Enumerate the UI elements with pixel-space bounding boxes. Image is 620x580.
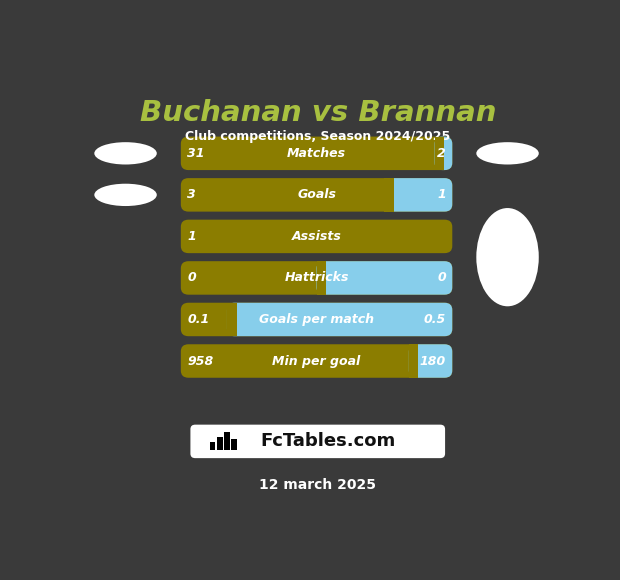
Bar bbox=[317, 261, 326, 295]
Bar bbox=[231, 438, 237, 450]
FancyBboxPatch shape bbox=[190, 425, 445, 458]
Bar bbox=[384, 178, 394, 212]
FancyBboxPatch shape bbox=[181, 345, 452, 378]
Text: 180: 180 bbox=[420, 354, 446, 368]
Text: Goals: Goals bbox=[297, 188, 336, 201]
Bar bbox=[409, 345, 419, 378]
FancyBboxPatch shape bbox=[181, 137, 452, 170]
Text: 0: 0 bbox=[187, 271, 196, 284]
Text: 958: 958 bbox=[187, 354, 213, 368]
Text: 1: 1 bbox=[187, 230, 196, 243]
Text: Hattricks: Hattricks bbox=[285, 271, 349, 284]
FancyBboxPatch shape bbox=[384, 178, 452, 212]
Text: 0.1: 0.1 bbox=[187, 313, 210, 326]
Text: Club competitions, Season 2024/2025: Club competitions, Season 2024/2025 bbox=[185, 130, 450, 143]
Text: Matches: Matches bbox=[287, 147, 346, 160]
FancyBboxPatch shape bbox=[181, 303, 452, 336]
Text: 1: 1 bbox=[437, 188, 446, 201]
FancyBboxPatch shape bbox=[181, 178, 452, 212]
FancyBboxPatch shape bbox=[409, 345, 452, 378]
Text: 31: 31 bbox=[187, 147, 205, 160]
Ellipse shape bbox=[94, 184, 157, 206]
Bar bbox=[217, 437, 223, 450]
Text: 0: 0 bbox=[437, 271, 446, 284]
Ellipse shape bbox=[476, 208, 539, 306]
Text: 0.5: 0.5 bbox=[424, 313, 446, 326]
FancyBboxPatch shape bbox=[227, 303, 452, 336]
Text: Min per goal: Min per goal bbox=[272, 354, 361, 368]
Text: 2: 2 bbox=[437, 147, 446, 160]
Ellipse shape bbox=[94, 142, 157, 165]
Text: Assists: Assists bbox=[291, 230, 342, 243]
Bar bbox=[435, 137, 445, 170]
Text: Buchanan vs Brannan: Buchanan vs Brannan bbox=[140, 99, 496, 126]
Text: Goals per match: Goals per match bbox=[259, 313, 374, 326]
Bar bbox=[227, 303, 237, 336]
Text: FcTables.com: FcTables.com bbox=[260, 433, 396, 451]
Text: 12 march 2025: 12 march 2025 bbox=[259, 478, 376, 492]
FancyBboxPatch shape bbox=[181, 220, 452, 253]
Text: 3: 3 bbox=[187, 188, 196, 201]
Ellipse shape bbox=[476, 142, 539, 165]
Bar bbox=[210, 442, 215, 450]
FancyBboxPatch shape bbox=[317, 261, 452, 295]
FancyBboxPatch shape bbox=[181, 261, 452, 295]
FancyBboxPatch shape bbox=[435, 137, 452, 170]
Bar bbox=[224, 432, 230, 450]
